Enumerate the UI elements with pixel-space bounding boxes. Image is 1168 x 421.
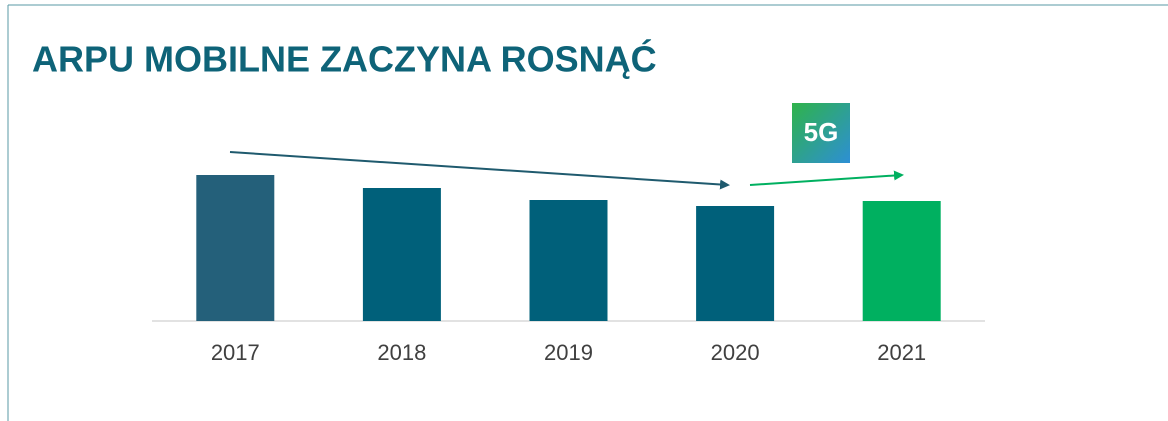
bar: [362, 188, 441, 321]
bar: [196, 175, 275, 321]
x-tick-label: 2021: [877, 340, 926, 365]
trend-arrow-down: [229, 151, 730, 190]
badge-5g: [792, 103, 850, 163]
trend-arrow-up: [749, 170, 904, 186]
x-tick-label: 2017: [211, 340, 260, 365]
chart-title: ARPU MOBILNE ZACZYNA ROSNĄĆ: [32, 38, 657, 80]
x-tick-label: 2018: [377, 340, 426, 365]
bar: [696, 206, 775, 321]
x-tick-label: 2020: [711, 340, 760, 365]
x-tick-label: 2019: [544, 340, 593, 365]
badge-label: 5G: [804, 117, 839, 147]
bar: [529, 200, 608, 321]
bar: [862, 201, 941, 321]
